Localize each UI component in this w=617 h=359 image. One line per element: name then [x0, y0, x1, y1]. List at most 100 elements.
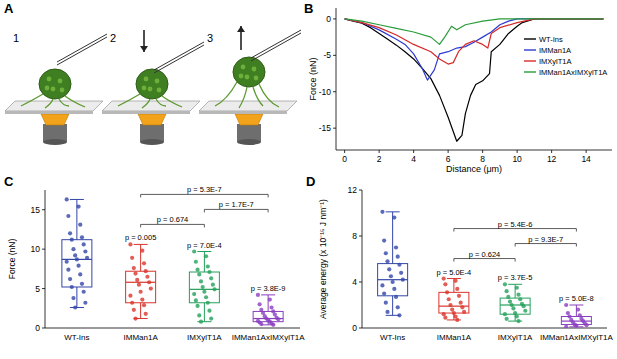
y-tick-label: 0: [352, 323, 357, 333]
cantilever: [154, 45, 204, 73]
data-point: [133, 316, 137, 320]
y-tick: [359, 328, 362, 329]
plot-area: [378, 210, 592, 328]
data-point: [268, 298, 272, 302]
stand-base: [140, 139, 164, 145]
y-tick: [42, 288, 45, 289]
fiber: [253, 87, 263, 106]
data-point: [443, 282, 447, 286]
x-tick: [551, 150, 552, 153]
y-tick-label: 12: [348, 185, 358, 195]
x-tick-label: WT-Ins: [380, 333, 405, 342]
data-point: [82, 290, 86, 294]
median: [500, 304, 530, 305]
cell-texture: [45, 86, 50, 91]
x-axis: [362, 328, 607, 329]
legend-label: IMXylT1A: [539, 57, 572, 66]
data-point: [505, 289, 509, 293]
data-point: [584, 323, 588, 327]
whisker-cap: [508, 284, 522, 285]
data-point: [85, 256, 89, 260]
data-point: [459, 301, 463, 305]
fiber: [239, 87, 247, 108]
y-tick: [42, 249, 45, 250]
legend-label: IMMan1A: [539, 46, 571, 55]
data-point: [564, 325, 568, 328]
data-point: [455, 318, 459, 322]
data-point: [135, 278, 139, 282]
stand-base: [237, 139, 261, 145]
data-point: [197, 272, 201, 276]
whisker-high: [392, 212, 393, 264]
p-value: p = 0.674: [157, 215, 189, 224]
stand-base: [43, 139, 67, 145]
y-tick-label: 4: [352, 277, 357, 287]
data-point: [394, 295, 398, 299]
cell-texture: [60, 88, 65, 93]
p-value: p = 5.3E-7: [187, 185, 222, 194]
light-cone: [235, 114, 263, 125]
y-tick: [42, 209, 45, 210]
box: [439, 292, 469, 313]
data-point: [448, 303, 452, 307]
data-point: [68, 277, 72, 281]
median: [561, 321, 591, 322]
data-point: [73, 253, 77, 257]
data-point: [387, 267, 391, 271]
data-point: [68, 231, 72, 235]
y-tick-label: -5: [323, 50, 331, 60]
whisker-low: [140, 303, 141, 319]
p-value: p = 0.624: [469, 250, 501, 259]
p-value: p = 5.0E-4: [436, 268, 471, 277]
data-point: [511, 306, 515, 310]
bracket: [141, 194, 269, 197]
data-point: [442, 276, 446, 280]
whisker-high: [140, 244, 141, 271]
cell-texture: [252, 67, 257, 72]
data-point: [76, 264, 80, 268]
data-point: [71, 296, 75, 300]
data-point: [399, 271, 403, 275]
series-line: [345, 19, 604, 44]
data-point: [206, 264, 210, 268]
data-point: [259, 322, 263, 326]
x-tick-label: WT-Ins: [64, 333, 89, 342]
data-point: [199, 279, 203, 283]
cell-texture: [254, 76, 259, 81]
data-point: [197, 313, 201, 317]
x-tick-label: IMMan1A: [437, 333, 472, 342]
box: [62, 240, 92, 287]
data-point: [80, 282, 84, 286]
fiber: [259, 84, 279, 107]
x-axis: [45, 328, 300, 329]
data-point: [209, 276, 213, 280]
y-tick-label: -15: [319, 123, 332, 133]
data-point: [140, 249, 144, 253]
legend-swatch: [524, 49, 536, 50]
data-point: [142, 303, 146, 307]
p-value: p = 7.0E-4: [187, 241, 222, 250]
panel-label: D: [306, 174, 315, 189]
data-point: [132, 266, 136, 270]
data-point: [211, 283, 215, 287]
data-point: [207, 309, 211, 313]
data-point: [564, 303, 568, 307]
data-point: [130, 256, 134, 260]
cell-texture: [241, 65, 246, 70]
y-axis: [362, 190, 363, 328]
y-tick-label: 0: [35, 323, 40, 333]
data-point: [394, 245, 398, 249]
data-point: [82, 242, 86, 246]
box: [189, 272, 219, 303]
x-tick: [448, 150, 449, 153]
data-point: [212, 287, 216, 291]
data-point: [256, 293, 260, 297]
figure: A123B-15-10-5002468101214Distance (μm)Fo…: [0, 0, 617, 359]
whisker-low: [76, 287, 77, 308]
cell-texture: [47, 77, 52, 82]
y-tick: [333, 91, 336, 92]
y-axis-label: Force (nN): [308, 57, 318, 100]
data-point: [128, 242, 132, 246]
cantilever: [251, 33, 301, 61]
x-tick-label: 4: [411, 154, 416, 164]
